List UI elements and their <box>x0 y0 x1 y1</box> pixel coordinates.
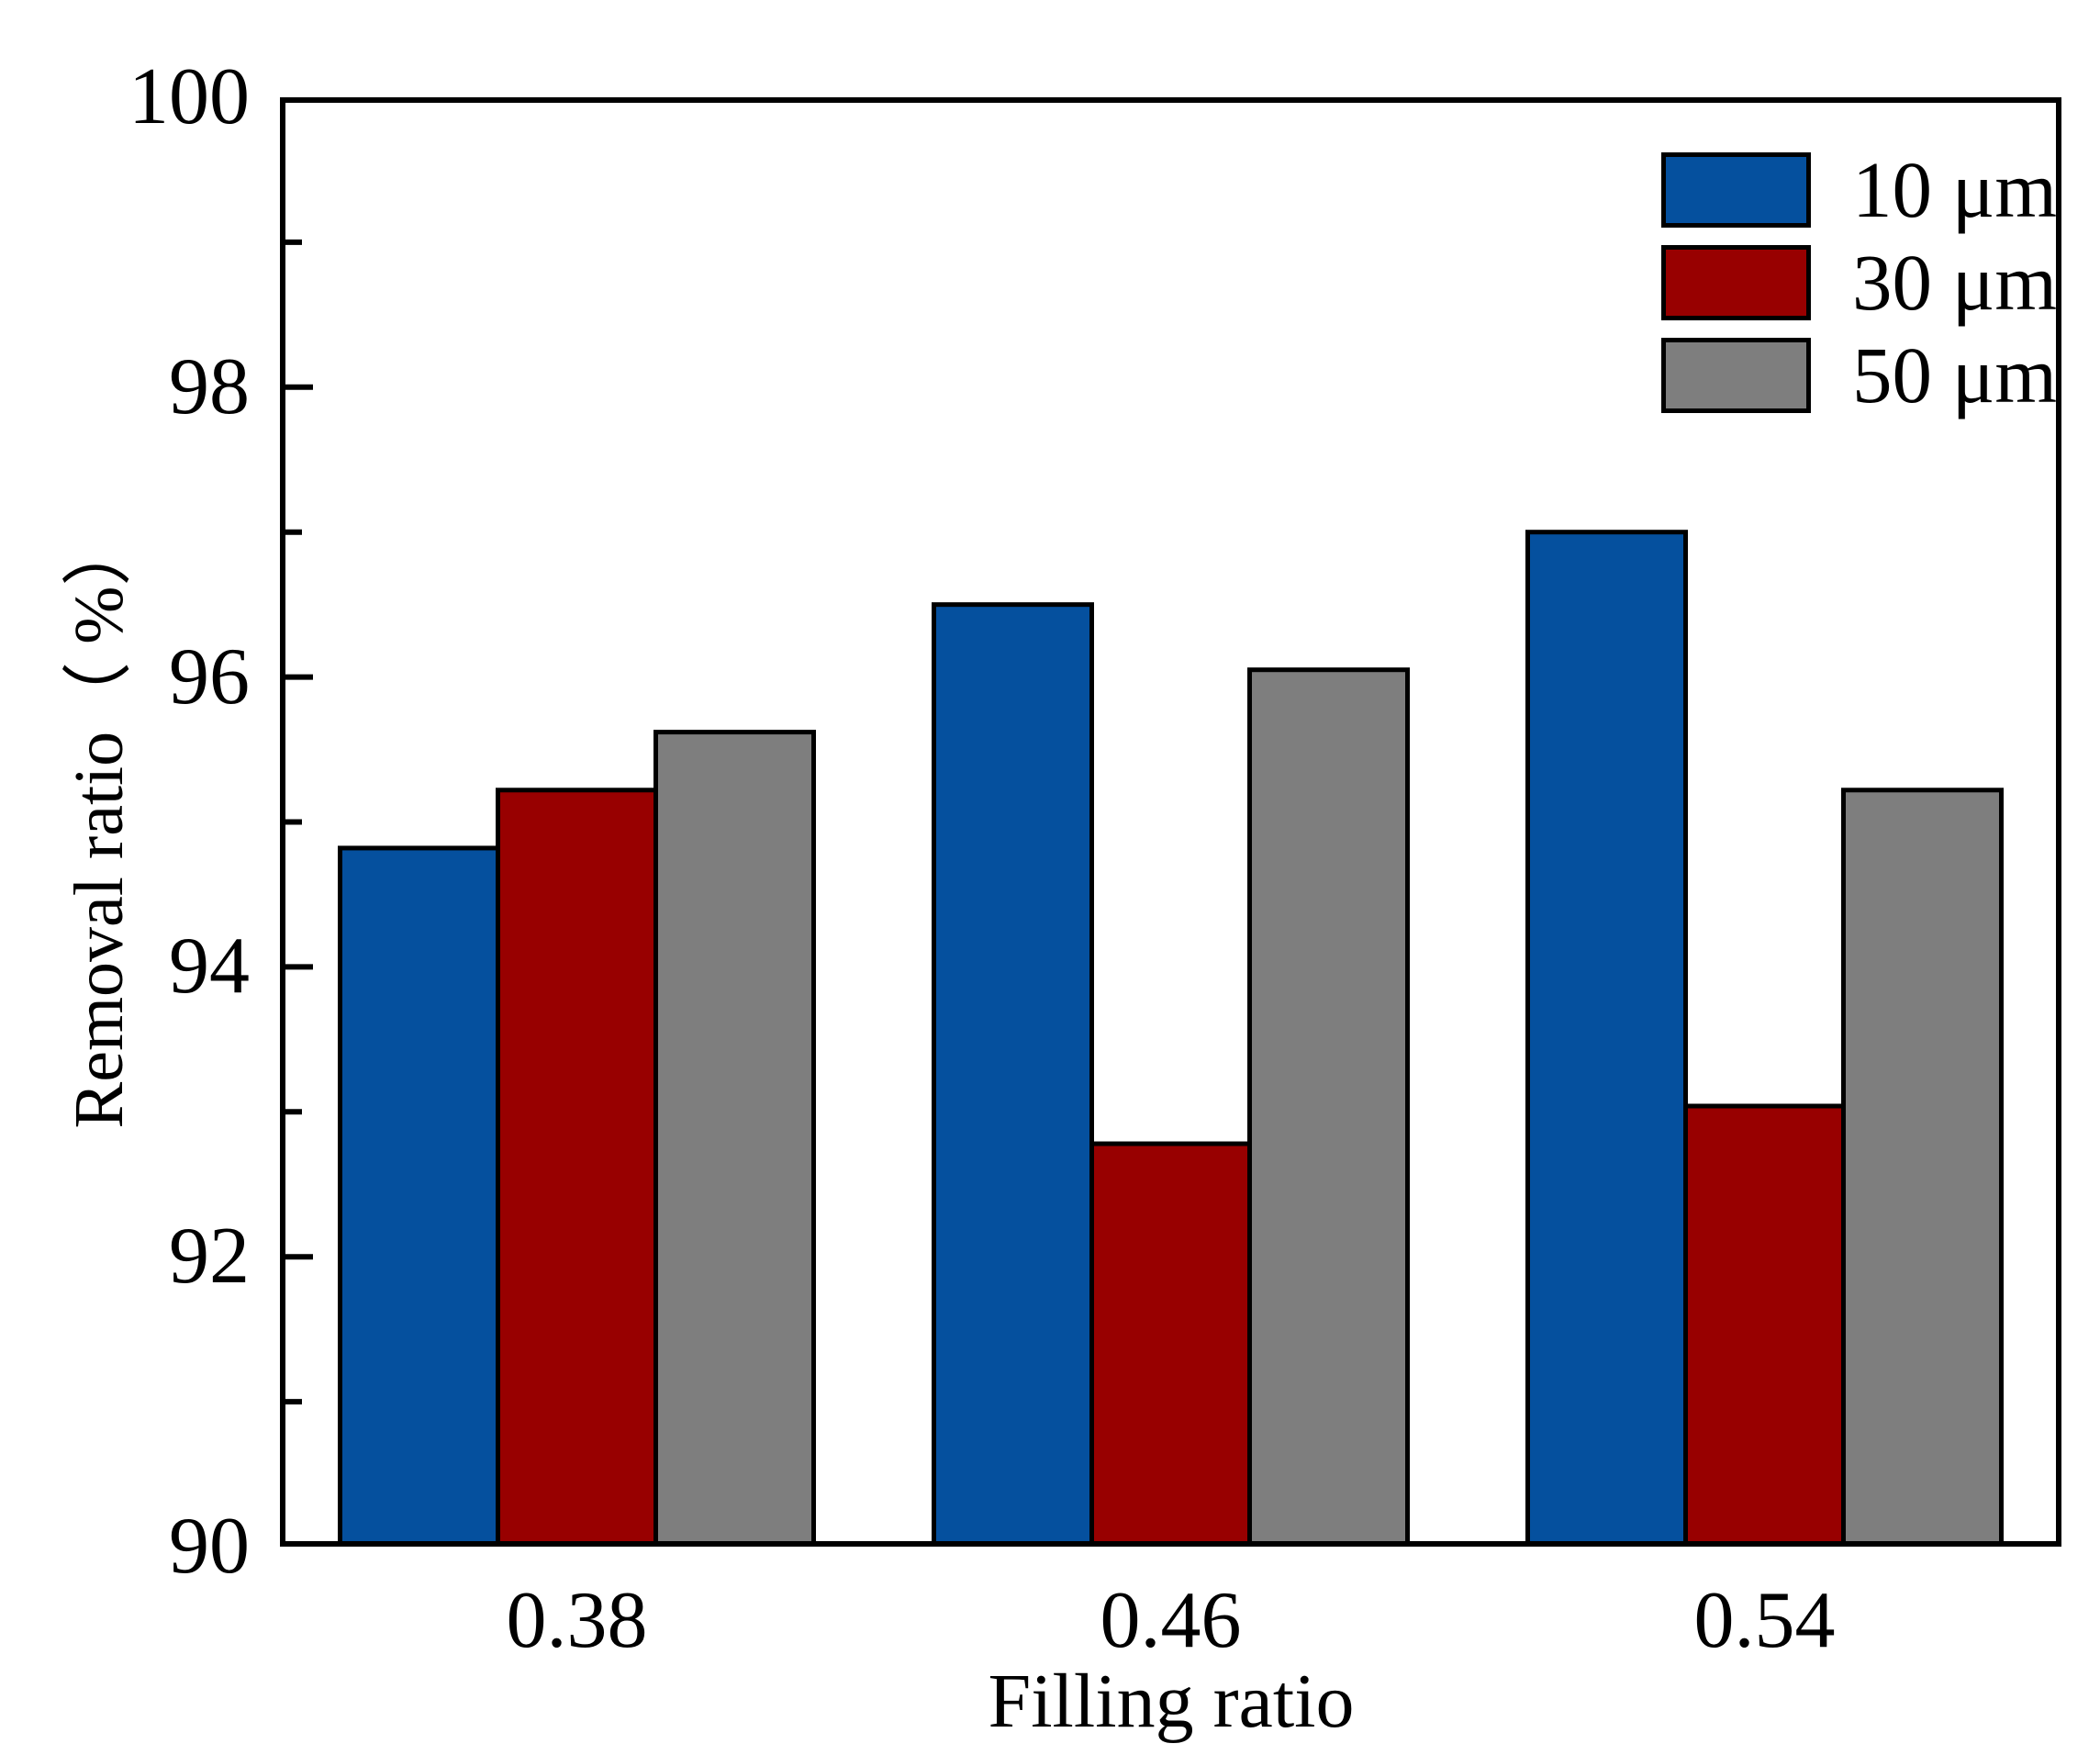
x-tick-label-0.54: 0.54 <box>1693 1576 1836 1665</box>
legend-label-30um: 30 μm <box>1852 238 2058 327</box>
y-tick-label-94: 94 <box>169 922 250 1012</box>
bar-10μm-0.46 <box>932 602 1094 1547</box>
x-tick-label-0.46: 0.46 <box>1100 1576 1242 1665</box>
bar-30μm-0.38 <box>496 788 658 1547</box>
axes-frame <box>280 97 2061 1547</box>
bar-50μm-0.38 <box>653 730 816 1547</box>
legend-item-10um: 10 μm <box>1661 145 2058 234</box>
bar-10μm-0.38 <box>338 845 500 1547</box>
bar-50μm-0.54 <box>1841 788 2004 1547</box>
bar-50μm-0.46 <box>1247 667 1410 1547</box>
y-tick-label-100: 100 <box>128 52 250 141</box>
bars-canvas <box>280 97 2061 1547</box>
legend-label-10um: 10 μm <box>1852 145 2058 234</box>
bar-30μm-0.54 <box>1683 1103 1846 1547</box>
legend-swatch-30um <box>1661 245 1811 320</box>
y-tick-label-98: 98 <box>169 341 250 431</box>
y-tick-label-90: 90 <box>169 1502 250 1591</box>
legend-swatch-50um <box>1661 338 1811 413</box>
bar-30μm-0.46 <box>1089 1141 1252 1547</box>
legend-swatch-10um <box>1661 152 1811 228</box>
x-tick-label-0.38: 0.38 <box>506 1576 648 1665</box>
y-axis-title: Removal ratio（ %） <box>61 516 138 1129</box>
y-tick-label-96: 96 <box>169 632 250 721</box>
plot-area: 10 μm 30 μm 50 μm <box>280 97 2061 1547</box>
x-axis-title: Filling ratio <box>988 1659 1355 1744</box>
bar-10μm-0.54 <box>1525 530 1688 1547</box>
y-tick-label-92: 92 <box>169 1212 250 1302</box>
legend-item-30um: 30 μm <box>1661 238 2058 327</box>
legend-label-50um: 50 μm <box>1852 330 2058 419</box>
legend-item-50um: 50 μm <box>1661 330 2058 419</box>
legend: 10 μm 30 μm 50 μm <box>1661 145 2058 430</box>
